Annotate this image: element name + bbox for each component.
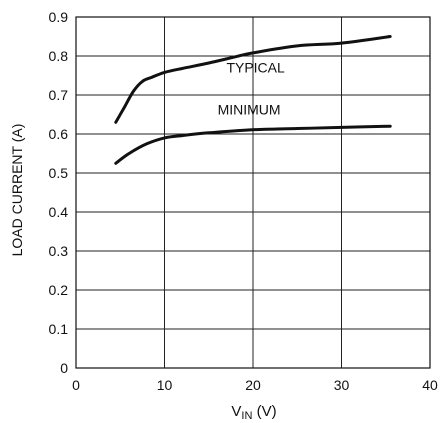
y-axis-label: LOAD CURRENT (A) (9, 124, 25, 257)
x-axis-label-subscript: IN (241, 410, 252, 422)
y-tick-label: 0.2 (49, 282, 69, 298)
y-tick-label: 0 (60, 360, 68, 376)
x-axis-label-main: V (231, 403, 241, 420)
series-label-minimum: MINIMUM (218, 102, 281, 118)
y-tick-label: 0.8 (49, 48, 69, 64)
y-tick-label: 0.6 (49, 126, 69, 142)
x-tick-label: 10 (157, 377, 173, 393)
series-label-typical: TYPICAL (226, 59, 285, 75)
grid (76, 17, 430, 368)
x-tick-label: 20 (245, 377, 261, 393)
x-tick-label: 30 (334, 377, 350, 393)
y-axis-ticks: 0 0.1 0.2 0.3 0.4 0.5 0.6 0.7 0.8 0.9 (49, 9, 69, 376)
x-tick-label: 40 (422, 377, 438, 393)
y-tick-label: 0.4 (49, 204, 69, 220)
y-tick-label: 0.1 (49, 321, 69, 337)
x-tick-label: 0 (72, 377, 80, 393)
series-line-minimum (114, 124, 392, 165)
series (114, 35, 392, 165)
annotations: TYPICAL MINIMUM (218, 59, 285, 117)
x-axis-label-units: (V) (257, 403, 277, 420)
y-tick-label: 0.5 (49, 165, 69, 181)
series-line-typical (114, 35, 392, 124)
y-tick-label: 0.3 (49, 243, 69, 259)
plot-frame (75, 16, 431, 369)
y-tick-label: 0.9 (49, 9, 69, 25)
x-axis-ticks: 0 10 20 30 40 (72, 377, 438, 393)
x-axis-label: VIN (V) (231, 403, 276, 422)
y-tick-label: 0.7 (49, 87, 69, 103)
